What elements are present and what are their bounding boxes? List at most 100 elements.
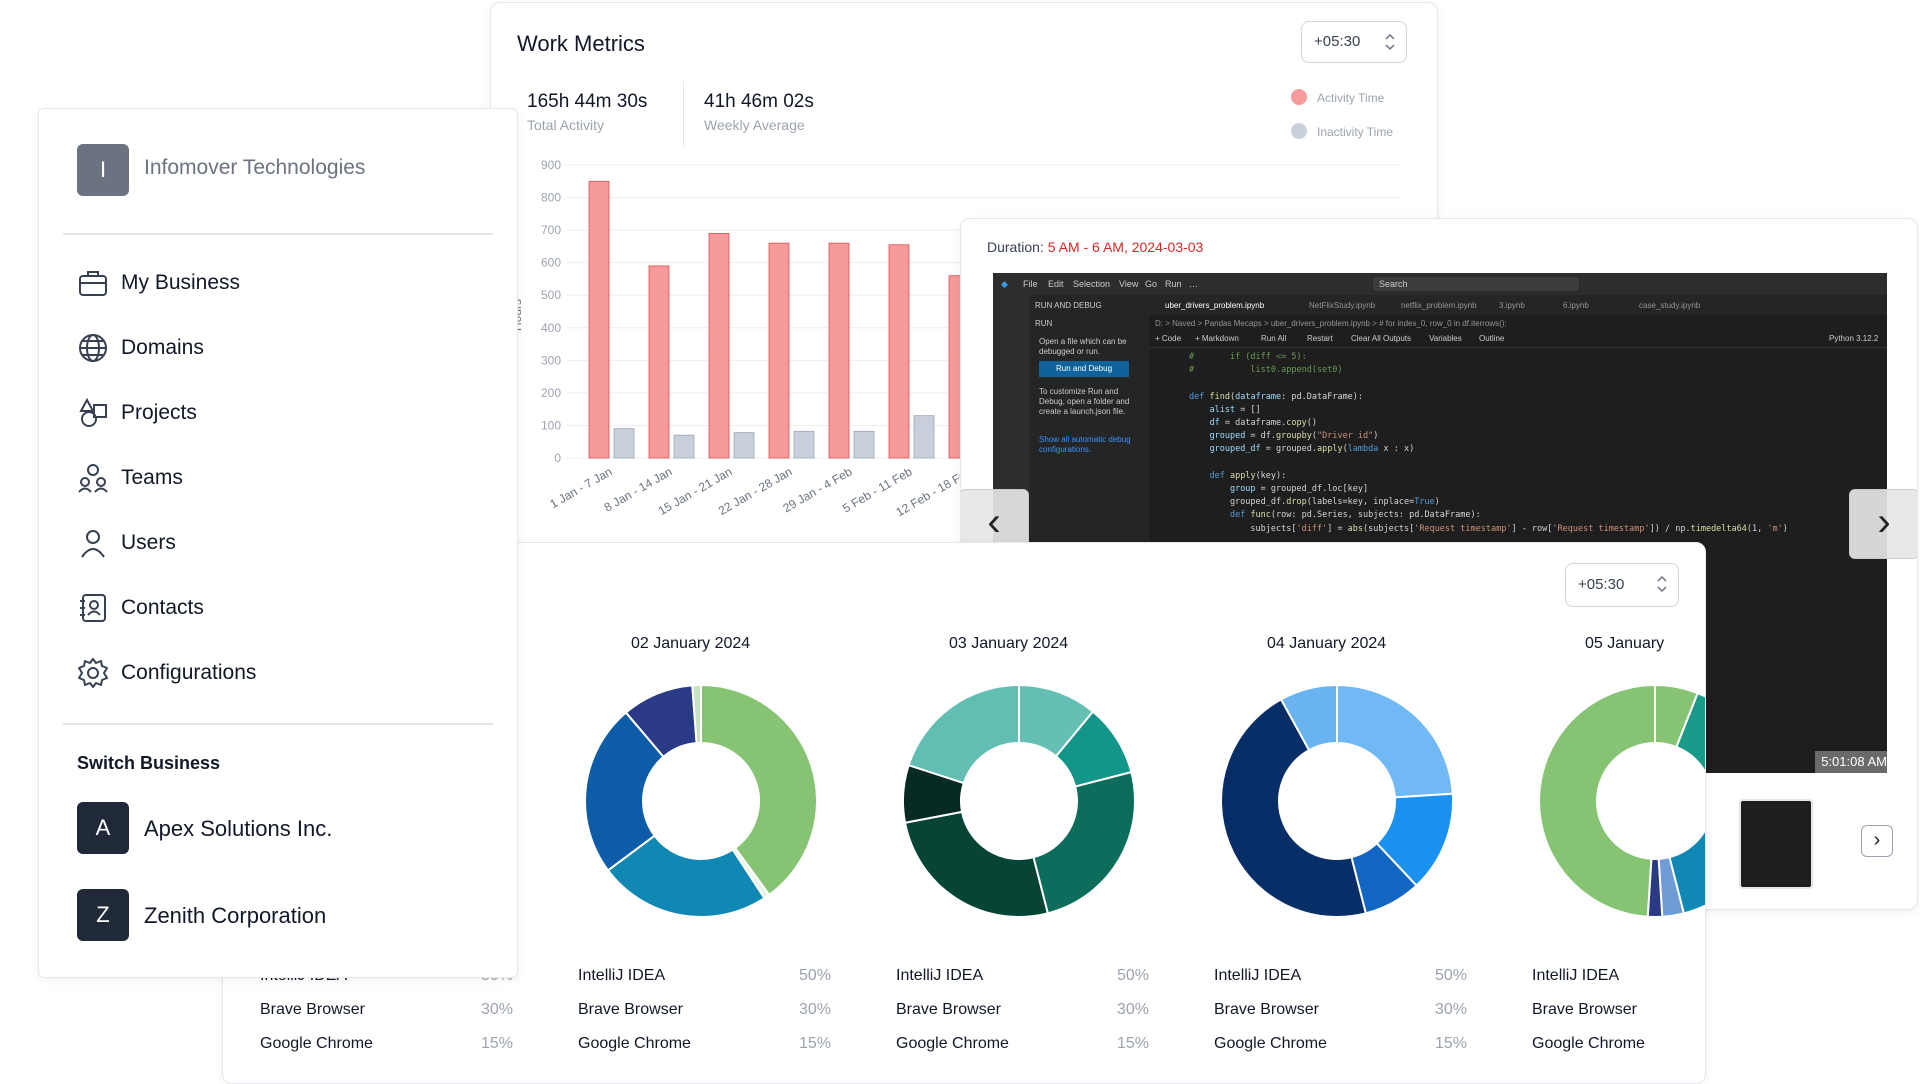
thumbnail-next-button[interactable]: › [1861, 825, 1893, 857]
app-name: IntelliJ IDEA [896, 967, 984, 984]
user-icon [81, 530, 105, 558]
app-usage-card: +05:30 02 January 2024 03 January 2024 0… [222, 542, 1706, 1084]
globe-icon [79, 334, 107, 362]
app-name: Brave Browser [1214, 1001, 1319, 1018]
legend-inactivity-swatch [1291, 123, 1307, 139]
ide-menu-run: Run [1165, 279, 1182, 289]
donut-slice[interactable] [903, 810, 1050, 918]
donut-slice[interactable] [700, 683, 818, 897]
bar-activity[interactable] [828, 242, 850, 459]
ide-breadcrumb-text: D: > Naved > Pandas Mecaps > uber_driver… [1155, 319, 1507, 328]
sidebar-item-projects[interactable]: Projects [77, 393, 477, 433]
legend-inactivity-label: Inactivity Time [1317, 125, 1394, 139]
y-tick-label: 900 [541, 158, 561, 172]
app-pct: 30% [798, 1001, 831, 1018]
donut-slice[interactable] [1336, 683, 1454, 799]
donut-slice[interactable] [1538, 683, 1656, 918]
ide-side-text1: Open a file which can be debugged or run… [1039, 337, 1127, 356]
donut-title-1: 02 January 2024 [631, 635, 751, 652]
app-pct: 30% [1434, 1001, 1467, 1018]
donut-timezone-select[interactable]: +05:30 [1565, 563, 1679, 607]
sidebar-item-domains[interactable]: Domains [77, 328, 477, 368]
contact-book-icon [80, 594, 106, 622]
app-name: Google Chrome [578, 1035, 691, 1052]
donut-slice[interactable] [1220, 697, 1368, 918]
donut-slice[interactable] [907, 683, 1020, 785]
app-name: Brave Browser [578, 1001, 683, 1018]
sidebar-item-configurations[interactable]: Configurations [77, 653, 477, 693]
app-pct: 15% [798, 1035, 831, 1052]
ide-tab-4: 3.ipynb [1499, 301, 1525, 310]
y-tick-label: 800 [541, 191, 561, 205]
sidebar-item-my-business[interactable]: My Business [77, 263, 477, 303]
chevron-updown-icon [1657, 575, 1667, 593]
bar-activity[interactable] [648, 265, 670, 459]
bar-activity[interactable] [888, 244, 910, 459]
chevron-updown-icon [1385, 33, 1395, 51]
app-name: IntelliJ IDEA [1532, 967, 1620, 984]
bar-inactivity[interactable] [733, 432, 755, 459]
bar-activity[interactable] [768, 242, 790, 459]
shapes-icon [79, 397, 107, 427]
business-item-apex[interactable]: A Apex Solutions Inc. [77, 802, 497, 858]
donut-slice[interactable] [1032, 770, 1136, 915]
ide-search-text: Search [1379, 279, 1408, 289]
donut-slice[interactable] [1279, 683, 1338, 752]
weekly-average-label: Weekly Average [704, 117, 805, 133]
sidebar-item-teams[interactable]: Teams [77, 458, 477, 498]
bar-inactivity[interactable] [853, 430, 875, 459]
app-pct: 50% [798, 967, 831, 984]
sidebar-item-label: Teams [121, 466, 183, 489]
ide-titlebar: ◆ File Edit Selection View Go Run … Sear… [993, 273, 1887, 295]
donut-title-4: 05 January [1585, 635, 1665, 652]
ide-menu-edit: Edit [1048, 279, 1064, 289]
app-name: IntelliJ IDEA [578, 967, 666, 984]
ide-tab-5: 6.ipynb [1563, 301, 1589, 310]
sidebar-item-label: Domains [121, 336, 204, 359]
timezone-value: +05:30 [1314, 33, 1361, 50]
ide-tool-restart: Restart [1307, 334, 1333, 343]
bar-inactivity[interactable] [673, 434, 695, 459]
bar-inactivity[interactable] [613, 428, 635, 459]
donut-slice[interactable] [1675, 691, 1706, 790]
donut-slice[interactable] [584, 711, 665, 872]
donut-chart-3 [1220, 683, 1454, 918]
app-pct: 50% [1434, 967, 1467, 984]
bar-activity[interactable] [588, 180, 610, 459]
vscode-logo-icon: ◆ [1001, 279, 1008, 289]
ide-menu-view: View [1119, 279, 1139, 289]
app-pct: 15% [1434, 1035, 1467, 1052]
donut-slice[interactable] [1668, 779, 1706, 915]
org-name: Infomover Technologies [144, 156, 366, 179]
app-pct: 15% [1116, 1035, 1149, 1052]
sidebar-item-users[interactable]: Users [77, 523, 477, 563]
ide-menu-go: Go [1145, 279, 1158, 289]
sidebar-item-label: Users [121, 531, 176, 554]
sidebar-item-label: Projects [121, 401, 197, 424]
sidebar-item-label: My Business [121, 271, 241, 294]
business-item-zenith[interactable]: Z Zenith Corporation [77, 889, 497, 945]
bar-inactivity[interactable] [913, 415, 935, 459]
donut-slice[interactable] [691, 683, 702, 745]
legend-activity-label: Activity Time [1317, 91, 1385, 105]
total-activity-value: 165h 44m 30s [527, 91, 648, 112]
ide-side-text3: Show all automatic debug configurations. [1039, 435, 1131, 454]
app-pct: 30% [1116, 1001, 1149, 1018]
donut-chart-4 [1538, 683, 1706, 918]
app-name: Google Chrome [260, 1035, 373, 1052]
next-screenshot-button[interactable]: › [1849, 489, 1917, 559]
ide-kernel: Python 3.12.2 [1829, 334, 1879, 343]
ide-menu-selection: Selection [1073, 279, 1111, 289]
app-name: Google Chrome [1532, 1035, 1645, 1052]
donut-chart-2 [902, 683, 1136, 918]
timezone-select[interactable]: +05:30 [1301, 21, 1407, 63]
sidebar-item-contacts[interactable]: Contacts [77, 588, 477, 628]
bar-activity[interactable] [708, 232, 730, 459]
ide-search-box: Search [1373, 277, 1579, 291]
ide-notebook-toolbar: + Code + Markdown Run All Restart Clear … [1149, 331, 1887, 348]
donut-slice[interactable] [606, 834, 766, 918]
donut-title-2: 03 January 2024 [949, 635, 1069, 652]
bar-inactivity[interactable] [793, 430, 815, 459]
screenshot-thumbnail[interactable] [1739, 799, 1813, 889]
ide-tool-variables: Variables [1429, 334, 1462, 343]
